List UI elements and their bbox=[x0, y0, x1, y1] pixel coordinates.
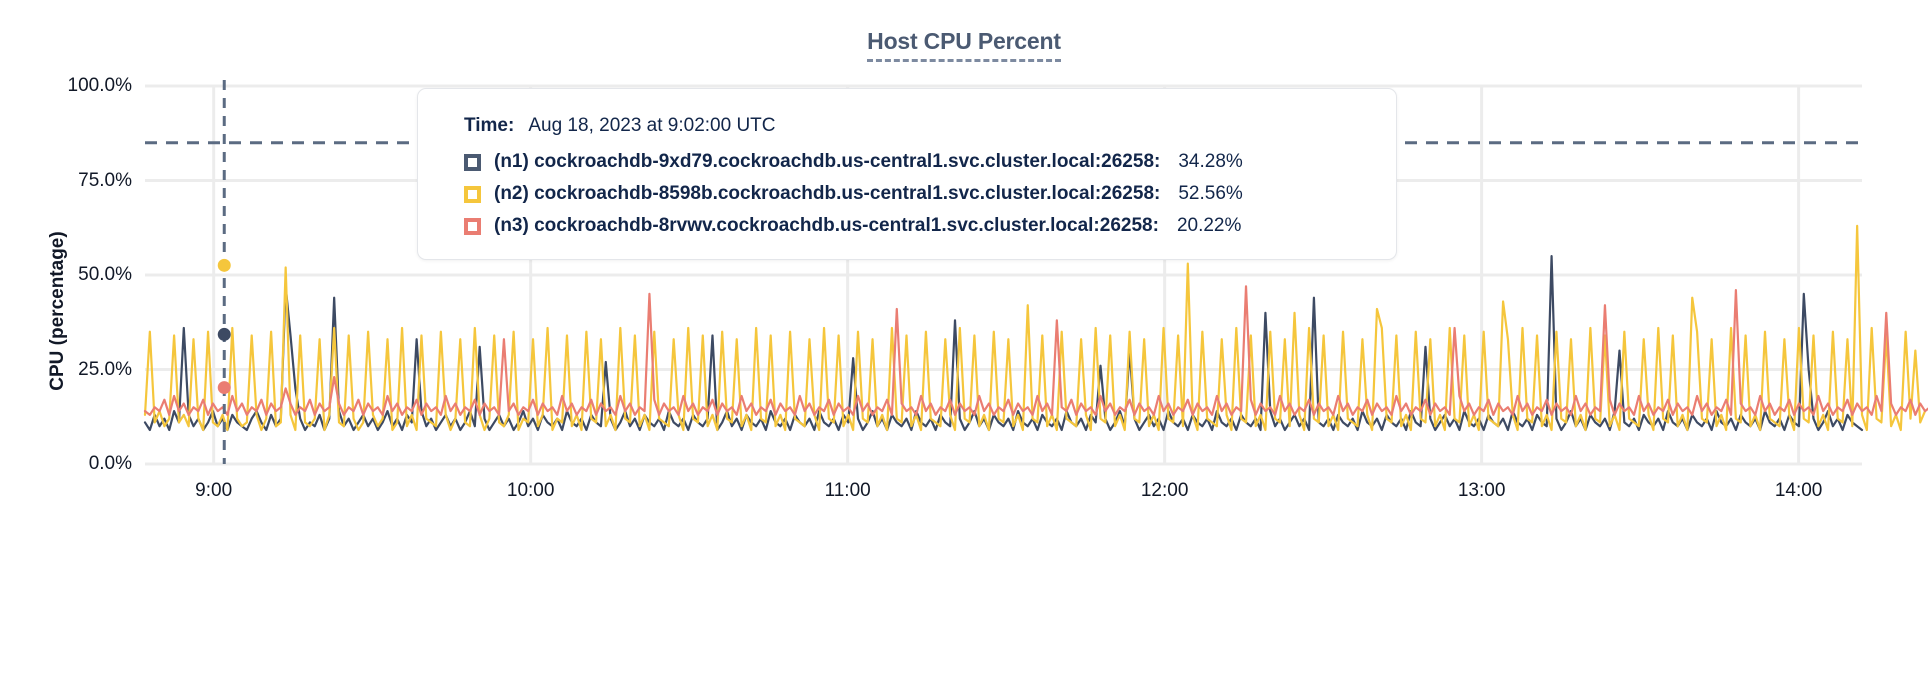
x-axis-tick-12-00: 12:00 bbox=[1140, 480, 1189, 501]
tooltip-series-value: 20.22% bbox=[1176, 215, 1242, 236]
tooltip-series-row: (n3) cockroachdb-8rvwv.cockroachdb.us-ce… bbox=[464, 215, 1370, 237]
data-point-marker[interactable] bbox=[217, 327, 231, 341]
tooltip-series-row: (n2) cockroachdb-8598b.cockroachdb.us-ce… bbox=[464, 183, 1370, 205]
x-axis-tick-11-00: 11:00 bbox=[824, 480, 871, 501]
series-line bbox=[145, 226, 1925, 430]
series-color-swatch-icon bbox=[464, 217, 481, 235]
series-color-swatch-icon bbox=[464, 153, 481, 171]
tooltip-series-name: (n3) cockroachdb-8rvwv.cockroachdb.us-ce… bbox=[494, 215, 1159, 236]
tooltip-series-name: (n1) cockroachdb-9xd79.cockroachdb.us-ce… bbox=[494, 151, 1161, 172]
tooltip-time-value: Aug 18, 2023 at 9:02:00 UTC bbox=[528, 115, 776, 136]
tooltip-series-value: 52.56% bbox=[1178, 183, 1243, 204]
series-line bbox=[145, 286, 1928, 418]
x-axis-tick-9-00: 9:00 bbox=[195, 480, 233, 501]
tooltip-series-list: (n1) cockroachdb-9xd79.cockroachdb.us-ce… bbox=[444, 151, 1370, 237]
y-axis-tick-100: 100.0% bbox=[67, 75, 132, 96]
page-title-text: Host CPU Percent bbox=[867, 28, 1061, 62]
x-axis-tick-13-00: 13:00 bbox=[1457, 480, 1506, 501]
data-point-marker[interactable] bbox=[217, 258, 231, 272]
y-axis-label: CPU (percentage) bbox=[47, 231, 68, 391]
tooltip-series-row: (n1) cockroachdb-9xd79.cockroachdb.us-ce… bbox=[464, 151, 1370, 173]
y-axis-tick-75: 75.0% bbox=[78, 169, 132, 191]
y-axis-tick-0: 0.0% bbox=[88, 453, 132, 474]
tooltip-series-name: (n2) cockroachdb-8598b.cockroachdb.us-ce… bbox=[494, 183, 1161, 204]
tooltip-time-label: Time: bbox=[464, 115, 515, 136]
x-axis-tick-10-00: 10:00 bbox=[506, 480, 555, 501]
tooltip-time-row: Time: Aug 18, 2023 at 9:02:00 UTC bbox=[464, 115, 1370, 137]
tooltip-series-value: 34.28% bbox=[1178, 151, 1243, 172]
hover-tooltip: Time: Aug 18, 2023 at 9:02:00 UTC (n1) c… bbox=[417, 88, 1397, 260]
page-title: Host CPU Percent bbox=[0, 28, 1928, 62]
x-axis-tick-14-00: 14:00 bbox=[1774, 480, 1823, 501]
series-color-swatch-icon bbox=[464, 185, 481, 203]
data-point-marker[interactable] bbox=[217, 381, 231, 395]
